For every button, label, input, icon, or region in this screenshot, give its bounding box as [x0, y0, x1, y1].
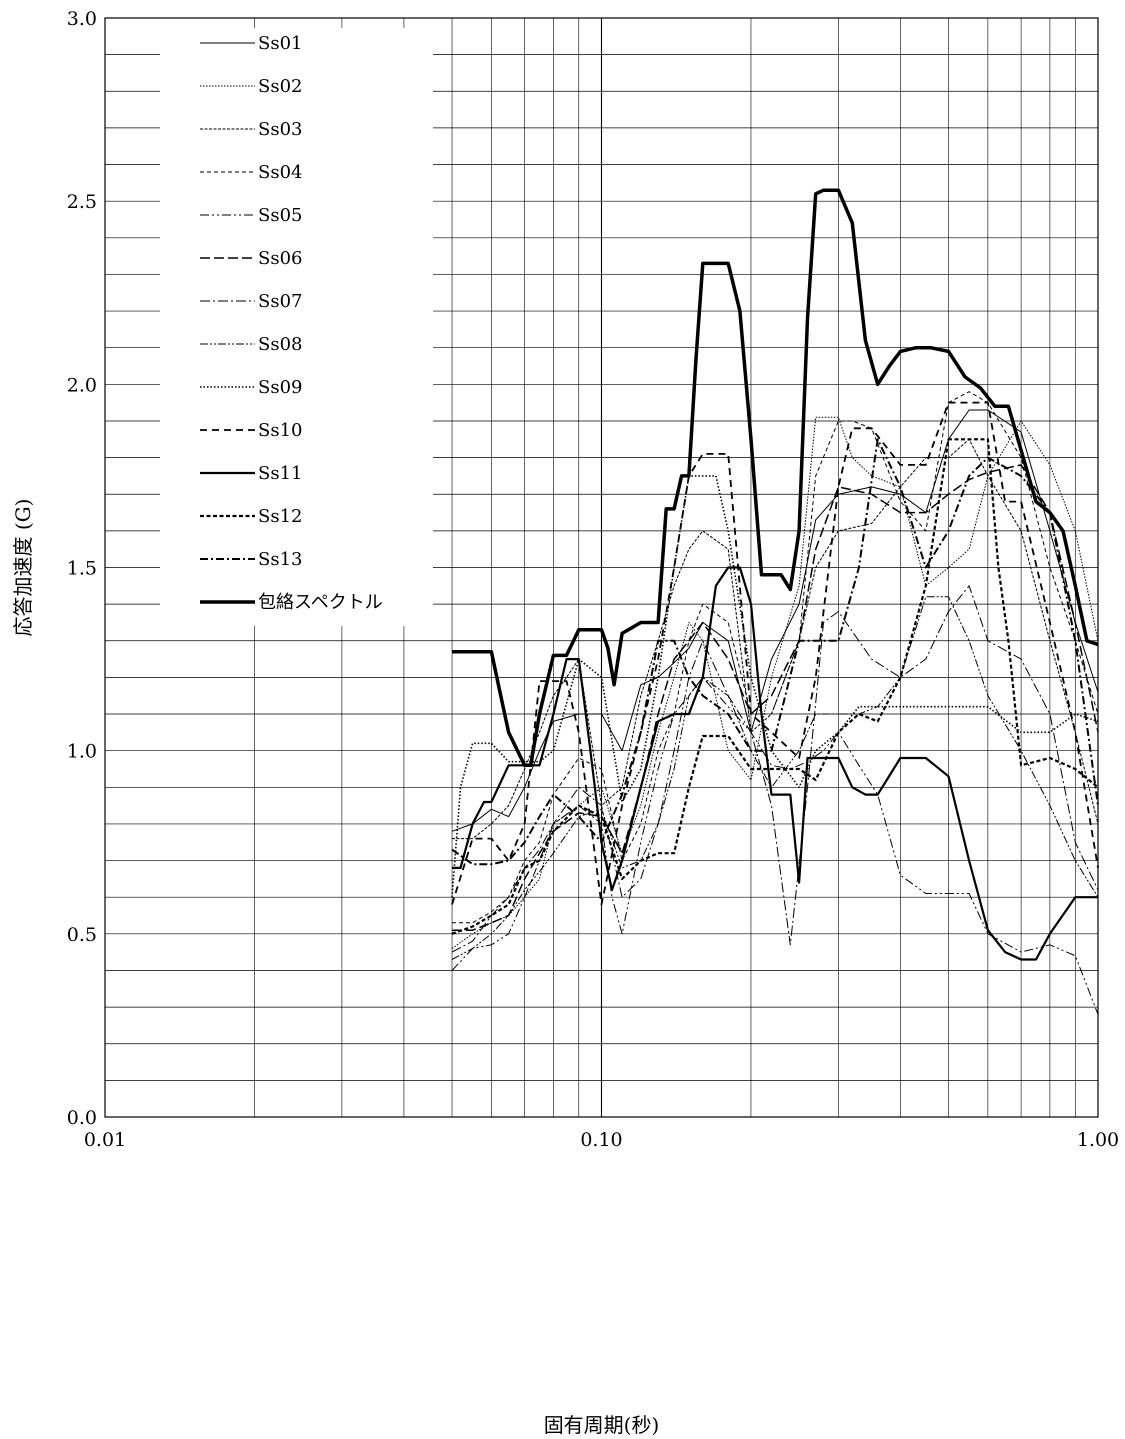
y-tick-label: 2.5 — [67, 191, 97, 213]
legend-label: Ss05 — [258, 205, 302, 226]
legend-label: Ss09 — [258, 377, 302, 398]
legend-label: Ss12 — [258, 506, 302, 527]
legend-label: Ss11 — [258, 463, 302, 484]
legend-label: Ss02 — [258, 76, 302, 97]
legend-label: Ss06 — [258, 248, 302, 269]
x-axis-title: 固有周期(秒) — [544, 1413, 660, 1437]
legend-label: Ss08 — [258, 334, 302, 355]
series-line-Ss08 — [451, 596, 1099, 960]
y-axis-title: 応答加速度 (G) — [11, 499, 35, 637]
series-line-Ss07 — [451, 585, 1099, 953]
series-line-Ss12 — [451, 438, 1099, 935]
series-line-Ss01 — [451, 409, 1099, 832]
legend-box — [160, 28, 433, 626]
y-tick-label: 1.0 — [67, 741, 97, 763]
x-tick-label: 0.10 — [580, 1129, 622, 1151]
legend-label: 包絡スペクトル — [258, 592, 383, 613]
series-line-Ss11 — [452, 566, 1098, 961]
series-line-Ss05 — [451, 676, 1099, 1015]
x-tick-label: 0.01 — [84, 1129, 126, 1151]
legend-label: Ss13 — [258, 549, 302, 570]
legend-label: Ss10 — [258, 420, 302, 441]
x-tick-label: 1.00 — [1077, 1129, 1119, 1151]
legend-label: Ss04 — [258, 162, 302, 183]
y-tick-label: 1.5 — [67, 558, 97, 580]
y-tick-label: 0.0 — [67, 1107, 97, 1129]
y-tick-label: 2.0 — [67, 374, 97, 396]
series-line-Ss04 — [452, 391, 1099, 924]
y-tick-label: 0.5 — [67, 924, 97, 946]
series-line-Ss03 — [452, 438, 1099, 840]
legend-label: Ss03 — [258, 119, 302, 140]
series-line-Ss09 — [451, 475, 1099, 898]
series-layer — [451, 188, 1099, 1015]
series-line-Ss13 — [451, 438, 1099, 866]
y-tick-label: 3.0 — [67, 8, 97, 30]
plot-frame — [104, 17, 1099, 1118]
series-line-包絡スペクトル — [452, 188, 1099, 768]
tick-labels: 0.0 0.5 1.0 1.5 2.0 2.5 3.0 0.01 0.10 1.00 — [67, 8, 1119, 1151]
series-line-Ss06 — [452, 464, 1099, 931]
series-line-Ss02 — [451, 416, 1099, 949]
legend-label: Ss07 — [258, 291, 302, 312]
legend-label: Ss01 — [258, 33, 302, 54]
legend: Ss01 Ss02 Ss03 Ss04 Ss05 Ss06 Ss07 Ss08 Ss09 Ss10… — [160, 28, 433, 626]
